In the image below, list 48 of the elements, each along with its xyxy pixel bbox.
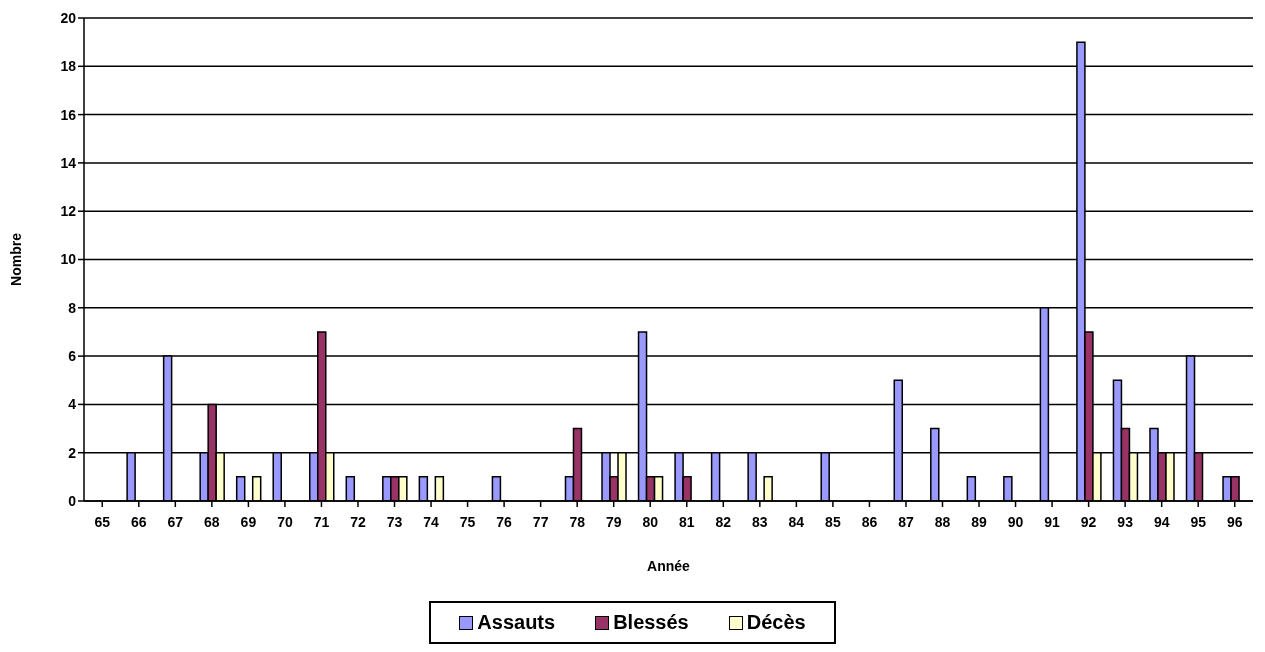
y-tick-label: 0 <box>68 492 77 509</box>
x-tick-label: 65 <box>94 513 111 530</box>
x-tick-label: 86 <box>861 513 878 530</box>
x-axis-title: Année <box>647 557 691 574</box>
y-tick-label: 12 <box>60 203 77 220</box>
x-tick-label: 83 <box>752 513 768 530</box>
y-axis-title: Nombre <box>7 232 24 286</box>
x-tick-label: 96 <box>1226 513 1243 530</box>
x-tick-label: 69 <box>240 513 257 530</box>
x-tick-label: 74 <box>423 513 440 530</box>
y-tick-label: 10 <box>60 251 77 268</box>
y-tick-label: 16 <box>60 106 77 123</box>
x-tick-label: 72 <box>350 513 366 530</box>
y-tick-label: 8 <box>68 299 77 316</box>
x-tick-label: 90 <box>1007 513 1024 530</box>
x-tick-label: 88 <box>934 513 951 530</box>
x-tick-label: 66 <box>131 513 147 530</box>
x-tick-label: 94 <box>1153 513 1170 530</box>
x-tick-label: 82 <box>715 513 732 530</box>
x-tick-label: 75 <box>459 513 476 530</box>
x-tick-label: 70 <box>277 513 293 530</box>
x-tick-label: 76 <box>496 513 513 530</box>
x-tick-label: 77 <box>532 513 549 530</box>
x-tick-label: 85 <box>825 513 841 530</box>
x-tick-label: 81 <box>678 513 695 530</box>
y-tick-label: 4 <box>68 396 77 413</box>
y-tick-label: 6 <box>68 348 77 365</box>
x-tick-label: 92 <box>1080 513 1097 530</box>
legend-label: Assauts <box>477 611 556 634</box>
y-tick-label: 20 <box>60 9 77 26</box>
x-tick-label: 68 <box>204 513 220 530</box>
x-tick-label: 73 <box>386 513 403 530</box>
x-tick-label: 79 <box>605 513 622 530</box>
x-tick-label: 84 <box>788 513 805 530</box>
y-tick-label: 18 <box>60 58 77 75</box>
x-tick-label: 80 <box>642 513 659 530</box>
x-tick-label: 91 <box>1044 513 1061 530</box>
y-tick-label: 14 <box>60 154 77 171</box>
x-tick-label: 78 <box>569 513 586 530</box>
x-tick-label: 71 <box>313 513 330 530</box>
x-tick-label: 87 <box>898 513 914 530</box>
y-tick-label: 2 <box>68 444 77 461</box>
x-tick-label: 93 <box>1117 513 1134 530</box>
x-tick-label: 67 <box>167 513 184 530</box>
x-tick-label: 89 <box>971 513 988 530</box>
x-tick-label: 95 <box>1190 513 1207 530</box>
legend-label: Décès <box>746 611 806 634</box>
legend-label: Blessés <box>613 611 689 634</box>
